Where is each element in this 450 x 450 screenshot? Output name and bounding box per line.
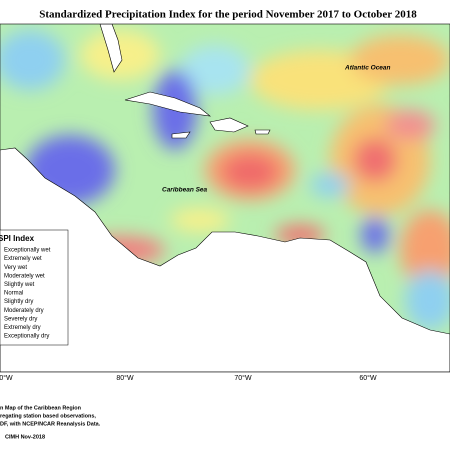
longitude-label: 60°W — [359, 374, 377, 382]
legend-item: Very wet — [4, 265, 27, 271]
longitudes: 0°W 80°W 70°W 60°W — [0, 374, 377, 382]
legend-item: Slightly wet — [4, 282, 35, 288]
credit: CIMH Nov-2018 — [5, 434, 45, 440]
legend-item: Moderately dry — [4, 308, 44, 314]
legend-item: Extremely dry — [4, 325, 41, 331]
legend-item: Exceptionally dry — [4, 334, 49, 340]
credit: n Map of the Caribbean Region — [0, 405, 82, 411]
legend-item: Moderately wet — [4, 273, 45, 279]
legend — [0, 229, 69, 346]
legend-item: Severely dry — [4, 316, 37, 322]
sea-label: Caribbean Sea — [162, 187, 208, 194]
ocean-label: Atlantic Ocean — [344, 65, 391, 72]
map — [0, 24, 450, 372]
credits: n Map of the Caribbean Region regating st… — [0, 405, 101, 440]
legend-item: Exceptionally wet — [4, 248, 51, 254]
longitude-label: 70°W — [234, 374, 252, 382]
legend-items: Exceptionally wet Extremely wet Very wet Mo… — [4, 248, 51, 340]
legend-item: Slightly dry — [4, 299, 33, 305]
title: Standardized Precipitation Index for the… — [39, 9, 417, 21]
credit: regating station based observations, — [0, 413, 96, 419]
credit: DF, with NCEP/NCAR Reanalysis Data. — [0, 421, 101, 427]
legend-title: SPI Index — [0, 234, 35, 243]
longitude-label: 80°W — [116, 374, 134, 382]
legend-item: Normal — [4, 291, 23, 297]
longitude-label: 0°W — [0, 374, 13, 382]
legend-item: Extremely wet — [4, 256, 42, 262]
